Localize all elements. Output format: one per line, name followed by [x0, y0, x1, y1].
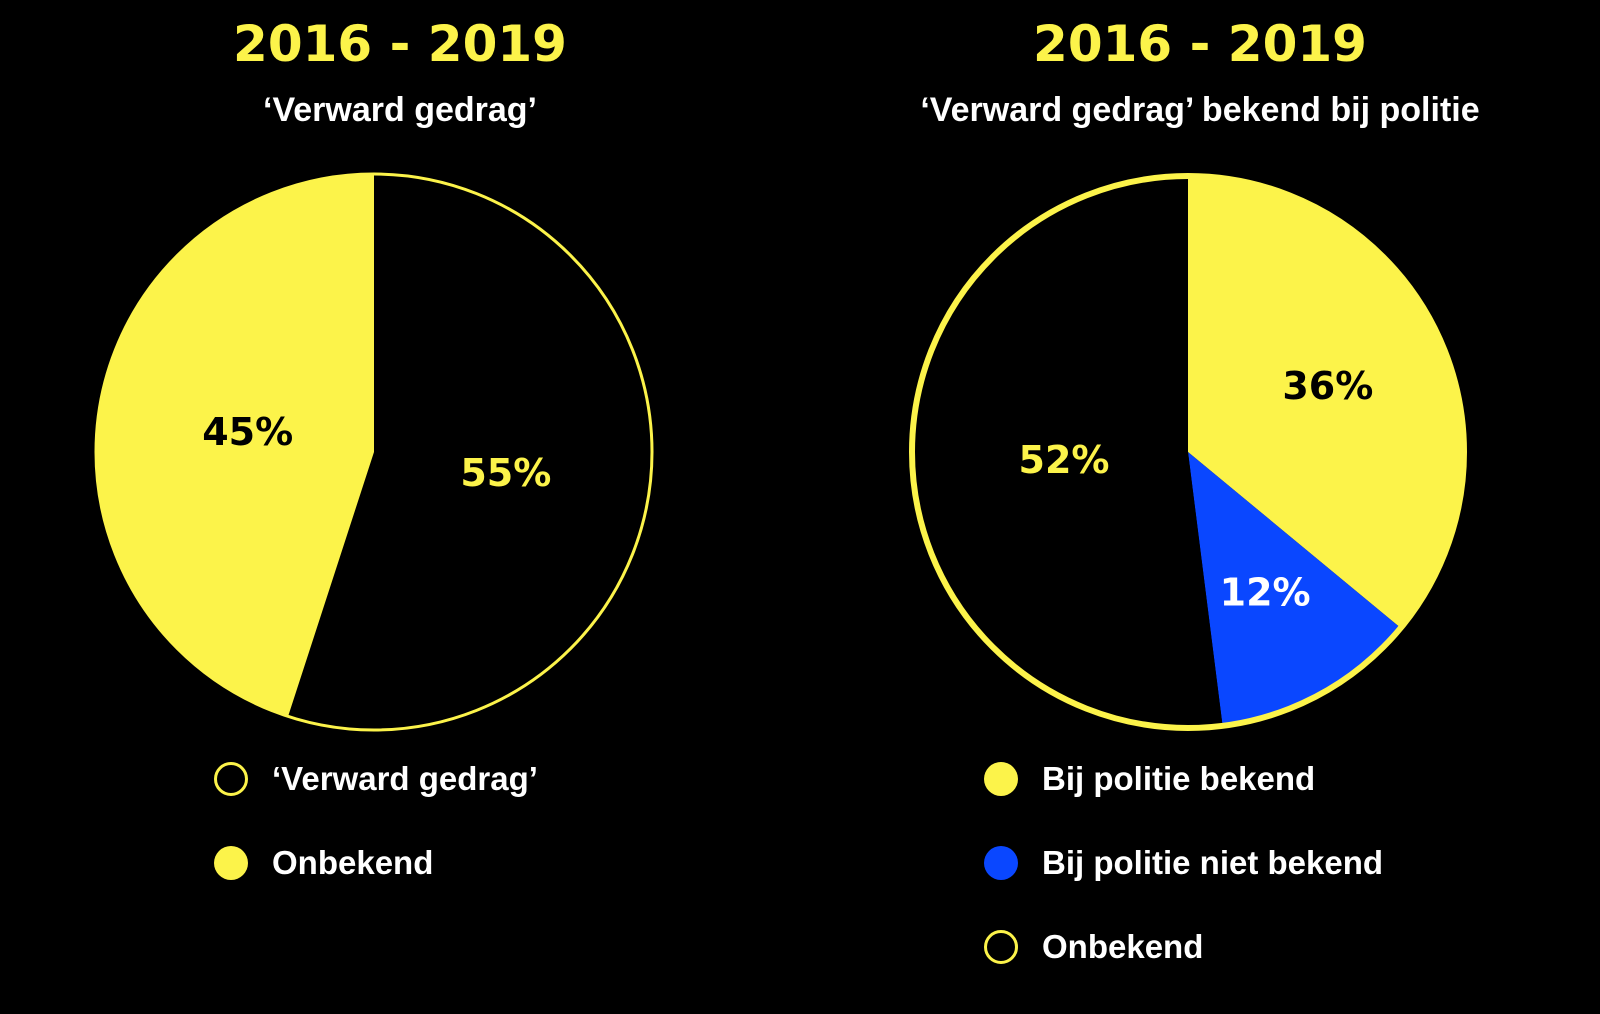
slice-value-label-2: 12%: [1220, 570, 1311, 614]
pie-outline: [909, 173, 1467, 731]
legend-swatch-outline: [984, 930, 1018, 964]
chart-panel-left: 55% 45% 2016 - 2019 ‘Verward gedrag’ ‘Ver…: [94, 15, 654, 930]
chart-title-right: 2016 - 2019: [1033, 15, 1367, 73]
pie-slice-2: [1188, 452, 1401, 726]
pie-slice-3: [912, 176, 1223, 728]
slice-value-label-1: 36%: [1282, 364, 1373, 408]
legend-label: Onbekend: [272, 844, 434, 881]
chart-panel-right: 36% 12% 52% 2016 - 2019 ‘Verward gedrag’ b…: [800, 0, 1600, 1014]
pie-chart-left: 55% 45%: [94, 172, 654, 732]
pie-outline: [94, 172, 654, 732]
chart-title-left: 2016 - 2019: [233, 15, 567, 73]
legend-swatch-outline: [214, 762, 248, 796]
pie-slice-1: [288, 174, 652, 730]
legend-item-verward-gedrag: ‘Verward gedrag’: [214, 762, 538, 846]
pie-slice-2: [95, 174, 375, 717]
legend-label: Bij politie bekend: [1042, 760, 1316, 797]
legend-swatch-filled: [984, 762, 1018, 796]
chart-subtitle-right: ‘Verward gedrag’ bekend bij politie: [920, 91, 1480, 129]
legend-label: Onbekend: [1042, 928, 1204, 965]
pie-slice-1: [1188, 176, 1464, 628]
legend-left: ‘Verward gedrag’ Onbekend: [214, 762, 538, 930]
legend-item-onbekend: Onbekend: [984, 930, 1383, 1014]
legend-swatch-filled: [214, 846, 248, 880]
slice-value-label-3: 52%: [1019, 438, 1110, 482]
pie-chart-right: 36% 12% 52%: [909, 173, 1467, 731]
legend-swatch-filled: [984, 846, 1018, 880]
slice-value-label-2: 45%: [202, 410, 293, 454]
legend-item-bij-politie-bekend: Bij politie bekend: [984, 762, 1383, 846]
legend-label: Bij politie niet bekend: [1042, 844, 1384, 881]
chart-subtitle-left: ‘Verward gedrag’: [263, 91, 537, 129]
slice-value-label-1: 55%: [460, 451, 551, 495]
legend-item-bij-politie-niet-bekend: Bij politie niet bekend: [984, 846, 1383, 930]
legend-right: Bij politie bekend Bij politie niet beke…: [984, 762, 1383, 1014]
legend-label: ‘Verward gedrag’: [272, 760, 538, 797]
legend-item-onbekend: Onbekend: [214, 846, 538, 930]
